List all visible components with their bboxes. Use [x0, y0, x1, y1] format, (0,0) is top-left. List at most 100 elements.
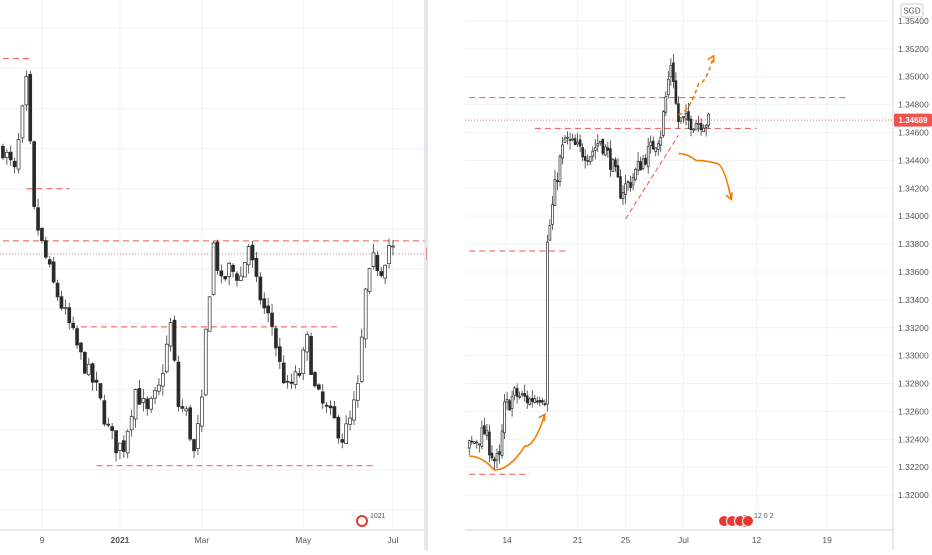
candle-up — [551, 204, 554, 225]
candle-down — [55, 282, 60, 298]
candle-down — [122, 440, 126, 452]
currency-label: SGD — [903, 7, 921, 16]
candle-down — [266, 305, 270, 314]
candle-down — [535, 400, 539, 403]
candle-up — [371, 252, 376, 267]
candle-down — [285, 380, 290, 383]
candle-down — [223, 276, 228, 280]
trendline — [625, 135, 679, 220]
candle-down — [493, 458, 496, 462]
candle-down — [215, 241, 220, 271]
candle-up — [359, 336, 364, 382]
candle-up — [563, 137, 567, 143]
candle-up — [133, 389, 138, 420]
candle-down — [674, 80, 678, 104]
candle-down — [483, 425, 486, 435]
candle-up — [293, 371, 298, 386]
candle-up — [659, 136, 663, 146]
candle-up — [548, 225, 552, 241]
x-tick-label: 14 — [502, 535, 512, 545]
candle-down — [67, 307, 72, 324]
candle-down — [180, 406, 185, 409]
event-marker-label: 1021 — [370, 513, 386, 520]
candle-up — [566, 136, 569, 139]
x-tick-label: 21 — [573, 535, 583, 545]
candle-down — [313, 372, 317, 387]
candle-down — [176, 361, 181, 407]
candle-down — [530, 397, 534, 402]
candle-down — [573, 138, 577, 146]
candle-up — [510, 396, 514, 409]
candle-up — [383, 264, 387, 279]
y-tick-label: 1.34000 — [898, 211, 929, 221]
candle-up — [161, 373, 165, 387]
y-tick-label: 1.33400 — [898, 295, 929, 305]
candle-down — [375, 254, 380, 271]
candle-down — [235, 273, 239, 281]
candle-up — [125, 430, 130, 454]
candle-up — [246, 246, 251, 266]
candle-down — [12, 160, 17, 168]
candle-up — [24, 76, 29, 106]
projection-arrowhead — [538, 412, 546, 422]
projection-arrowhead — [725, 192, 733, 201]
candle-down — [8, 151, 13, 161]
candle-up — [593, 147, 597, 151]
candle-down — [508, 400, 511, 411]
candle-down — [583, 156, 587, 161]
candle-up — [558, 155, 562, 182]
candle-up — [528, 398, 532, 405]
candle-down — [639, 161, 642, 171]
current-price-tag — [894, 113, 932, 127]
candle-down — [651, 140, 655, 150]
candle-down — [581, 147, 584, 158]
candle-down — [672, 62, 675, 82]
candle-up — [636, 161, 640, 171]
candle-down — [40, 227, 44, 242]
candle-down — [541, 400, 544, 403]
candle-up — [168, 322, 173, 347]
candle-down — [278, 346, 282, 362]
candle-up — [480, 427, 484, 447]
x-tick-label: 12 — [752, 535, 762, 545]
candle-up — [149, 398, 153, 410]
candle-down — [332, 406, 337, 419]
candle-down — [172, 319, 177, 361]
candle-up — [553, 179, 557, 207]
x-tick-label: 2021 — [110, 535, 129, 545]
candle-up — [239, 275, 243, 281]
candle-up — [203, 328, 208, 396]
candle-up — [611, 159, 615, 173]
y-tick-label: 1.32400 — [898, 434, 929, 444]
candle-down — [281, 362, 286, 384]
economic-event-marker: 12 0 2 — [718, 513, 774, 527]
candle-up — [200, 396, 204, 427]
projection-bearish-reversal — [678, 152, 733, 200]
candle-up — [500, 430, 504, 456]
candle-up — [391, 245, 395, 248]
x-tick-label: May — [295, 535, 312, 545]
y-tick-label: 1.32200 — [898, 462, 929, 472]
candle-down — [309, 335, 313, 375]
y-tick-label: 1.34800 — [898, 100, 929, 110]
candle-down — [317, 384, 321, 390]
candle-up — [211, 242, 216, 295]
candle-down — [231, 264, 235, 272]
candle-up — [16, 139, 21, 170]
candle-up — [86, 363, 91, 376]
candle-down — [614, 159, 617, 168]
candle-up — [576, 141, 579, 145]
candle-down — [488, 431, 491, 456]
y-tick-label: 1.35200 — [898, 44, 929, 54]
us-flag-icon — [742, 515, 754, 527]
x-tick-label: Mar — [195, 535, 210, 545]
candle-down — [75, 328, 79, 346]
candle-down — [79, 342, 83, 353]
candle-down — [689, 118, 693, 130]
candle-down — [102, 400, 107, 425]
candle-up — [654, 147, 658, 152]
y-tick-label: 1.32000 — [898, 490, 929, 500]
candle-up — [184, 408, 189, 412]
candle-down — [94, 379, 99, 383]
